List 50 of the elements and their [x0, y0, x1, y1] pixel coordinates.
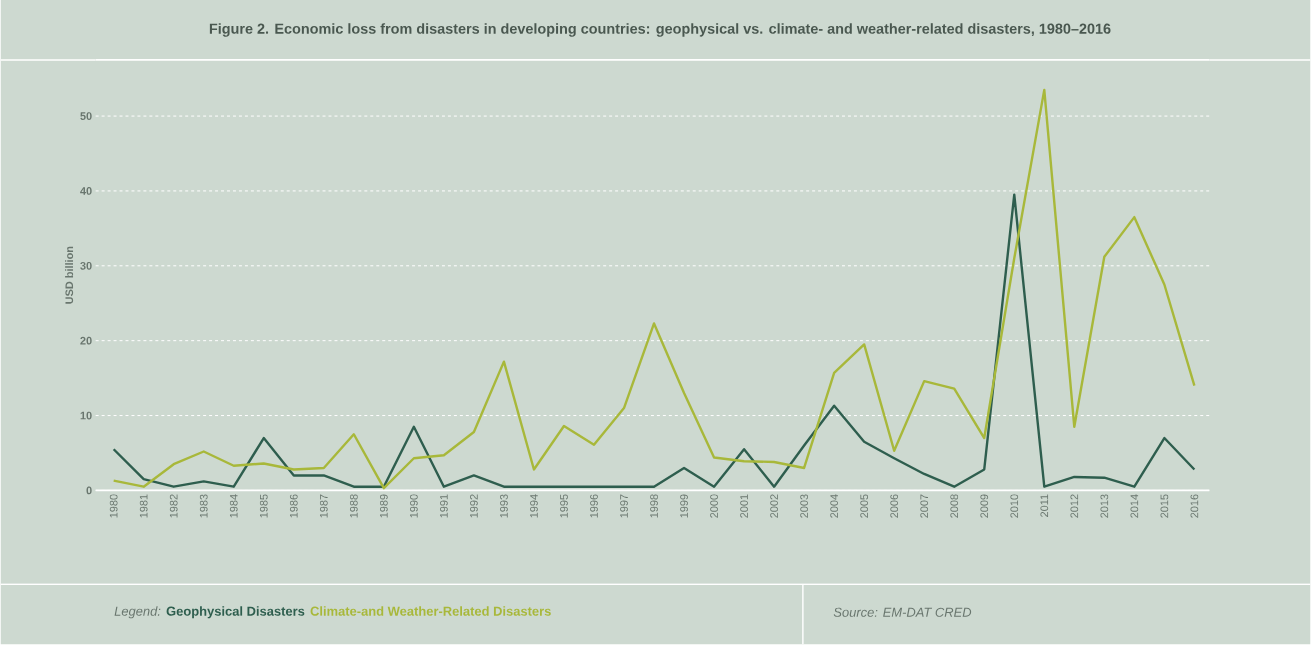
x-tick-label: 1998	[650, 494, 658, 518]
x-tick-label: 1989	[379, 494, 388, 518]
x-tick-label: 1991	[440, 494, 448, 518]
x-tick-label: 2012	[1070, 494, 1079, 518]
x-tick-label: 1990	[410, 494, 418, 518]
chart-title: Figure 2. Economic loss from disasters in developing countries: geophysical vs. climate- and weather-related disasters, 1980–2016	[209, 23, 1111, 37]
x-tick-label: 2003	[800, 494, 808, 518]
x-tick-label: 1996	[590, 494, 598, 518]
y-tick-label: 0	[86, 486, 92, 495]
x-tick-label: 2001	[740, 494, 748, 518]
x-tick-label: 2002	[770, 494, 778, 518]
x-tick-label: 2013	[1100, 494, 1109, 518]
x-tick-label: 1994	[530, 494, 538, 518]
line-series	[112, 88, 1196, 490]
x-tick-label: 1987	[319, 494, 328, 518]
x-tick-label: 1985	[259, 494, 268, 518]
x-tick-label: 2008	[950, 494, 959, 518]
x-tick-label: 1988	[349, 494, 358, 518]
x-tick-label: 2000	[710, 494, 718, 518]
y-tick-label: 30	[80, 261, 92, 270]
x-tick-label: 2005	[860, 494, 869, 518]
x-tick-label: 2011	[1040, 494, 1049, 517]
y-axis-title: USD billion	[65, 246, 74, 304]
text: Climate-and Weather-Related Disasters	[310, 606, 551, 616]
x-tick-label: 1999	[680, 494, 688, 518]
x-tick-label: 2014	[1130, 494, 1139, 518]
y-tick-label: 10	[80, 411, 92, 420]
x-tick-label: 1997	[620, 494, 628, 518]
x-tick-label: 1984	[229, 494, 238, 518]
x-tick-label: 2015	[1160, 494, 1169, 518]
x-tick-label: 2007	[920, 494, 929, 518]
x-tick-label: 1982	[169, 494, 178, 518]
x-tick-label: 1980	[109, 494, 118, 518]
legend-title: Legend:	[114, 606, 161, 619]
x-tick-label: 1993	[500, 494, 508, 518]
x-tick-label: 2004	[830, 494, 839, 518]
x-tick-label: 1995	[560, 494, 568, 518]
source-note: Source: EM-DAT CRED	[833, 607, 972, 617]
x-tick-label: 1986	[289, 494, 298, 518]
x-tick-label: 1992	[470, 494, 478, 518]
y-tick-label: 40	[80, 187, 92, 195]
x-tick-label: 1983	[199, 494, 208, 518]
text: Geophysical Disasters	[166, 606, 305, 619]
x-tick-label: 2009	[980, 494, 989, 518]
x-tick-label: 2006	[890, 494, 899, 518]
x-tick-label: 2016	[1190, 494, 1199, 518]
y-tick-label: 20	[80, 336, 92, 345]
x-tick-label: 2010	[1010, 494, 1019, 518]
y-tick-label: 50	[80, 112, 92, 120]
x-tick-label: 1981	[139, 494, 148, 518]
